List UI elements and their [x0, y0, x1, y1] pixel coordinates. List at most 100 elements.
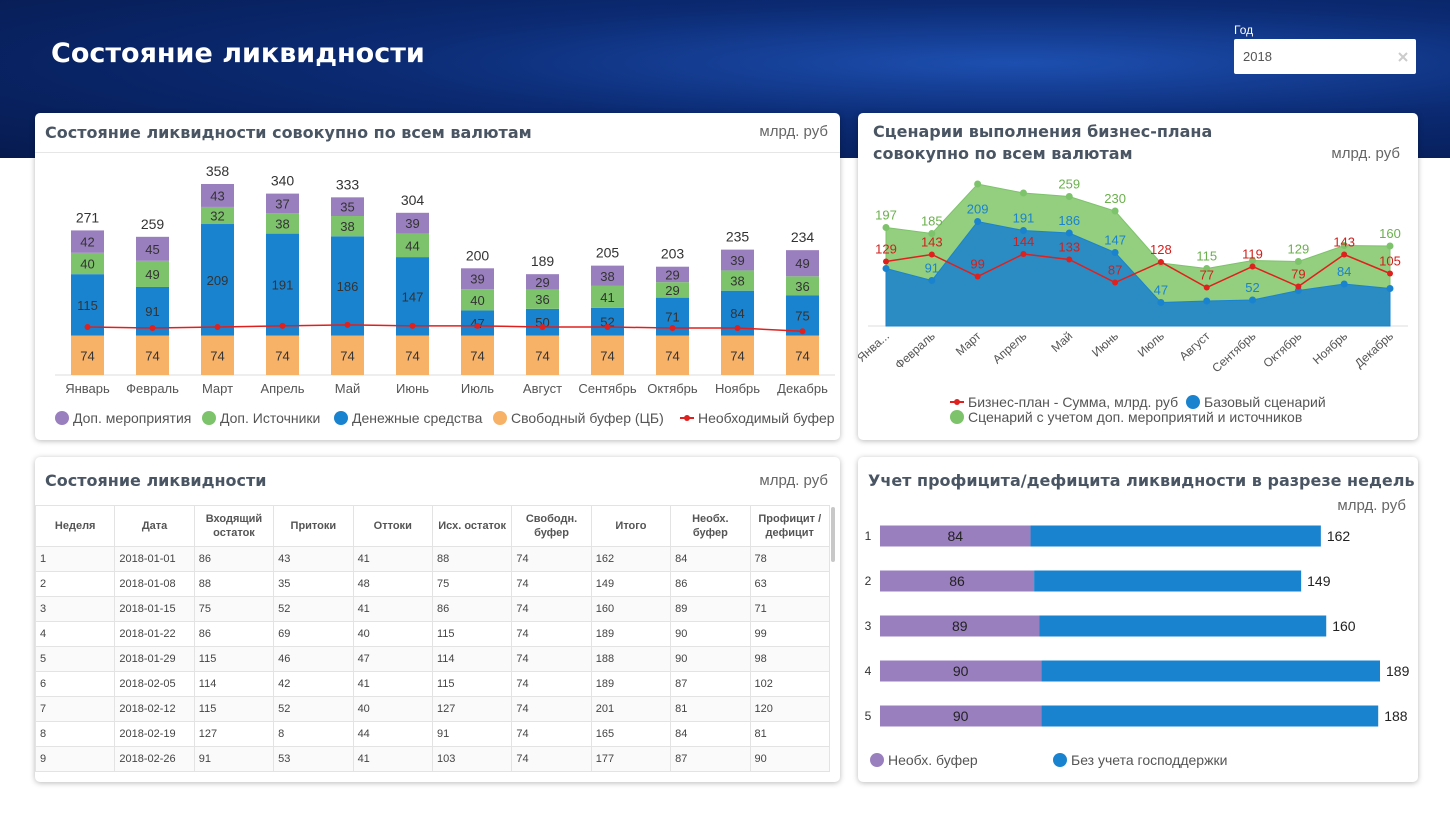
bar-segment [266, 335, 299, 375]
data-label: 91 [925, 261, 939, 276]
data-label: 42 [80, 235, 94, 250]
line-point [84, 323, 91, 330]
data-label: 90 [953, 663, 969, 679]
table-cell: 2018-01-15 [114, 596, 195, 622]
bar-segment [136, 260, 169, 287]
x-tick-label: Январь [65, 381, 110, 396]
table-cell: 74 [511, 696, 592, 722]
panel-table: Состояние ликвидности млрд. руб Неделя Да… [35, 457, 840, 782]
legend-label: Свободный буфер (ЦБ) [511, 410, 664, 426]
scrollbar[interactable] [831, 507, 835, 562]
table-cell: 114 [431, 646, 513, 672]
legend-marker [202, 411, 216, 425]
table-cell: 115 [193, 696, 275, 722]
data-label: 41 [600, 290, 614, 305]
year-select[interactable]: 2018 [1234, 39, 1416, 74]
filter-label: Год [1234, 23, 1254, 37]
table-cell: 8 [35, 721, 116, 747]
area-point [1203, 297, 1211, 305]
line-point [1020, 251, 1027, 257]
table-cell: 90 [749, 746, 830, 772]
table-cell: 40 [352, 696, 433, 722]
data-label: 74 [80, 348, 94, 363]
bar-segment [1034, 570, 1302, 592]
column-header: Свободн. буфер [511, 505, 592, 547]
column-header: Исх. остаток [431, 505, 513, 547]
table-cell: 86 [431, 596, 513, 622]
total-label: 189 [531, 253, 555, 269]
line-point [883, 258, 889, 265]
table-cell: 2018-02-12 [114, 696, 195, 722]
x-tick-label: Декабрь [1352, 329, 1396, 371]
data-label: 162 [1327, 528, 1351, 544]
bar-segment [396, 335, 429, 375]
table-cell: 103 [431, 746, 513, 772]
y-tick-label: 5 [865, 709, 872, 723]
unit-label: млрд. руб [759, 123, 828, 140]
bar-segment [136, 335, 169, 375]
table-cell: 115 [193, 646, 275, 672]
table-cell: 2018-01-08 [114, 571, 195, 597]
total-label: 259 [141, 216, 165, 232]
table-cell: 42 [273, 671, 354, 697]
data-label: 147 [1104, 233, 1126, 248]
total-label: 205 [596, 245, 620, 261]
data-label: 186 [337, 279, 359, 294]
data-label: 191 [272, 278, 294, 293]
data-label: 47 [1154, 283, 1168, 298]
table-cell: 90 [670, 621, 751, 647]
data-label: 40 [80, 256, 94, 271]
data-label: 115 [77, 298, 98, 313]
legend-label: Денежные средства [352, 410, 483, 426]
table-cell: 2018-01-22 [114, 621, 195, 647]
table-cell: 74 [511, 596, 592, 622]
table-cell: 2018-01-01 [114, 546, 195, 572]
x-tick-label: Апрель [990, 329, 1030, 367]
table-cell: 53 [273, 746, 354, 772]
data-label: 129 [1288, 242, 1310, 257]
data-label: 185 [921, 214, 943, 229]
area-point [1386, 242, 1394, 250]
column-header: Профицит /дефицит [749, 505, 830, 547]
legend-marker [55, 411, 69, 425]
table-cell: 160 [590, 596, 672, 622]
bar-segment [461, 335, 494, 375]
table-cell: 41 [352, 671, 433, 697]
total-label: 203 [661, 246, 685, 262]
data-label: 128 [1150, 242, 1172, 257]
line-point [1295, 283, 1302, 290]
area-point [1386, 285, 1394, 292]
table-cell: 114 [193, 671, 275, 697]
data-label: 188 [1384, 708, 1408, 724]
bar-segment [71, 230, 104, 253]
column-header: Итого [590, 505, 672, 547]
data-label: 74 [795, 348, 809, 363]
area-point [882, 224, 890, 231]
data-label: 74 [665, 348, 679, 363]
x-tick-label: Ноябрь [1310, 329, 1350, 367]
x-tick-label: Сентябрь [578, 381, 636, 396]
data-label: 144 [1013, 234, 1035, 249]
data-label: 74 [340, 348, 354, 363]
area-point [1340, 242, 1348, 249]
column-header: Неделя [35, 505, 116, 547]
legend-label: Без учета господдержки [1071, 752, 1227, 768]
table-cell: 8 [273, 721, 354, 747]
bar-segment [331, 236, 364, 336]
bar-segment [786, 335, 819, 375]
legend-marker [1186, 395, 1200, 409]
table-cell: 74 [511, 646, 592, 672]
data-label: 29 [535, 275, 549, 290]
data-label: 189 [1386, 663, 1410, 679]
table-cell: 86 [193, 546, 275, 572]
line-point [1157, 259, 1164, 265]
area-point [974, 218, 982, 225]
data-label: 39 [730, 253, 744, 268]
x-tick-label: Май [335, 381, 360, 396]
line-point [974, 273, 981, 280]
data-label: 91 [145, 304, 159, 319]
clear-icon[interactable] [1398, 52, 1408, 62]
bar-segment [880, 570, 1035, 592]
line-point [149, 325, 156, 332]
total-label: 271 [76, 209, 100, 225]
